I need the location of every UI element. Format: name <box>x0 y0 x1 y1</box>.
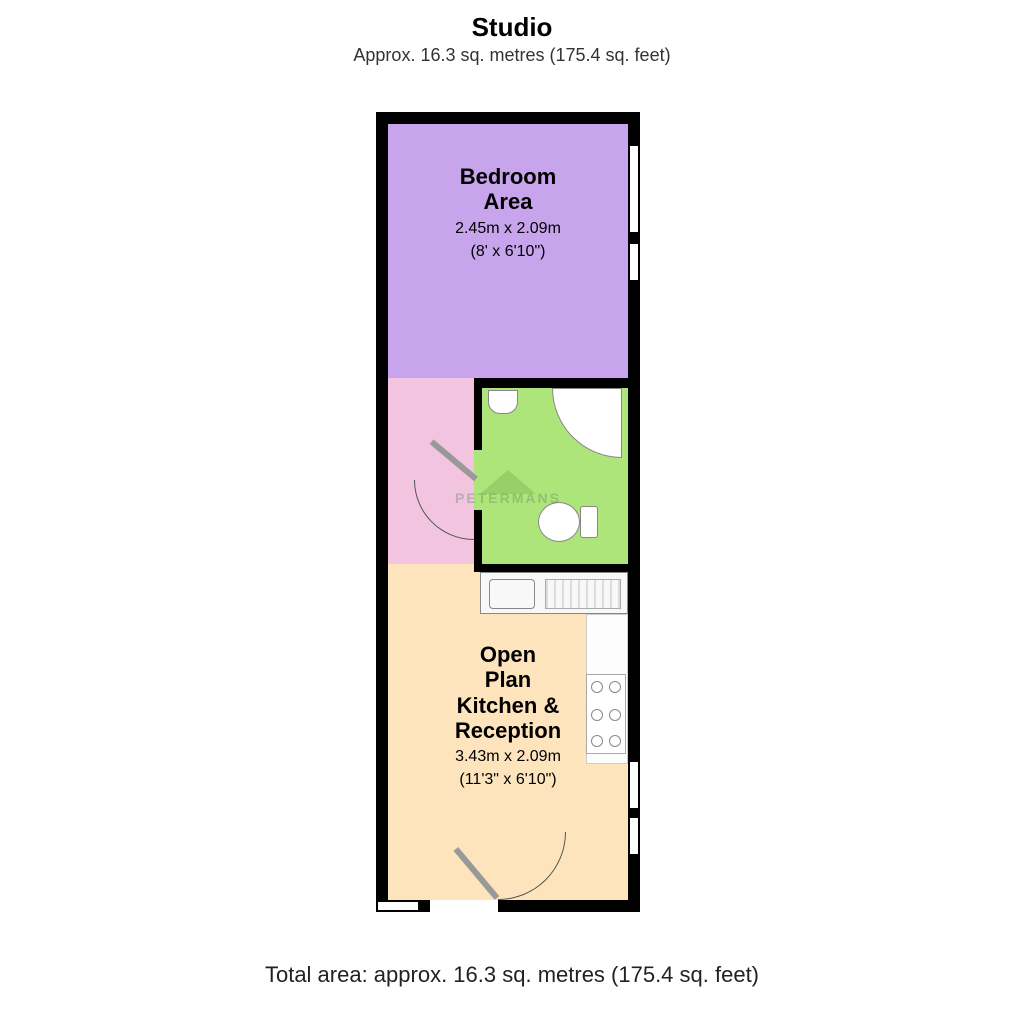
window-top-right-2 <box>628 242 640 282</box>
floorplan-diagram: Bedroom Area 2.45m x 2.09m (8' x 6'10") … <box>376 112 640 912</box>
bedroom-area: Bedroom Area 2.45m x 2.09m (8' x 6'10") <box>388 124 628 378</box>
bathroom-wall-bottom <box>474 564 628 572</box>
interior: Bedroom Area 2.45m x 2.09m (8' x 6'10") … <box>388 124 628 900</box>
bedroom-dims-imperial: (8' x 6'10") <box>388 242 628 261</box>
hob-icon <box>586 674 626 754</box>
kitchen-name-2: Plan <box>408 667 608 692</box>
watermark-text: PETERMANS <box>455 490 561 506</box>
window-kitchen-right-1 <box>628 760 640 810</box>
header: Studio Approx. 16.3 sq. metres (175.4 sq… <box>0 12 1024 66</box>
burner-icon <box>591 735 603 747</box>
toilet-tank <box>580 506 598 538</box>
burner-icon <box>609 735 621 747</box>
sink-basin <box>489 579 535 609</box>
window-top-right-1 <box>628 144 640 234</box>
kitchen-name-4: Reception <box>408 718 608 743</box>
window-kitchen-right-2 <box>628 816 640 856</box>
entry-door-opening <box>430 900 498 912</box>
kitchen-name-3: Kitchen & <box>408 693 608 718</box>
window-bottom-left <box>376 900 420 912</box>
bedroom-dims-metric: 2.45m x 2.09m <box>388 219 628 238</box>
toilet-bowl <box>538 502 580 542</box>
kitchen-name-1: Open <box>408 642 608 667</box>
kitchen-dims-metric: 3.43m x 2.09m <box>408 747 608 766</box>
burner-icon <box>609 709 621 721</box>
burner-icon <box>609 681 621 693</box>
bathroom-wall-top <box>474 378 628 386</box>
bedroom-label: Bedroom Area 2.45m x 2.09m (8' x 6'10") <box>388 164 628 261</box>
burner-icon <box>591 681 603 693</box>
burner-icon <box>591 709 603 721</box>
kitchen-sink-icon <box>480 572 628 614</box>
wash-basin-icon <box>488 390 518 414</box>
sink-drainer <box>545 579 621 609</box>
bedroom-name-2: Area <box>388 189 628 214</box>
kitchen-dims-imperial: (11'3" x 6'10") <box>408 770 608 789</box>
page-title: Studio <box>0 12 1024 43</box>
page-subtitle: Approx. 16.3 sq. metres (175.4 sq. feet) <box>0 45 1024 66</box>
footer-total-area: Total area: approx. 16.3 sq. metres (175… <box>0 962 1024 988</box>
bedroom-name-1: Bedroom <box>388 164 628 189</box>
